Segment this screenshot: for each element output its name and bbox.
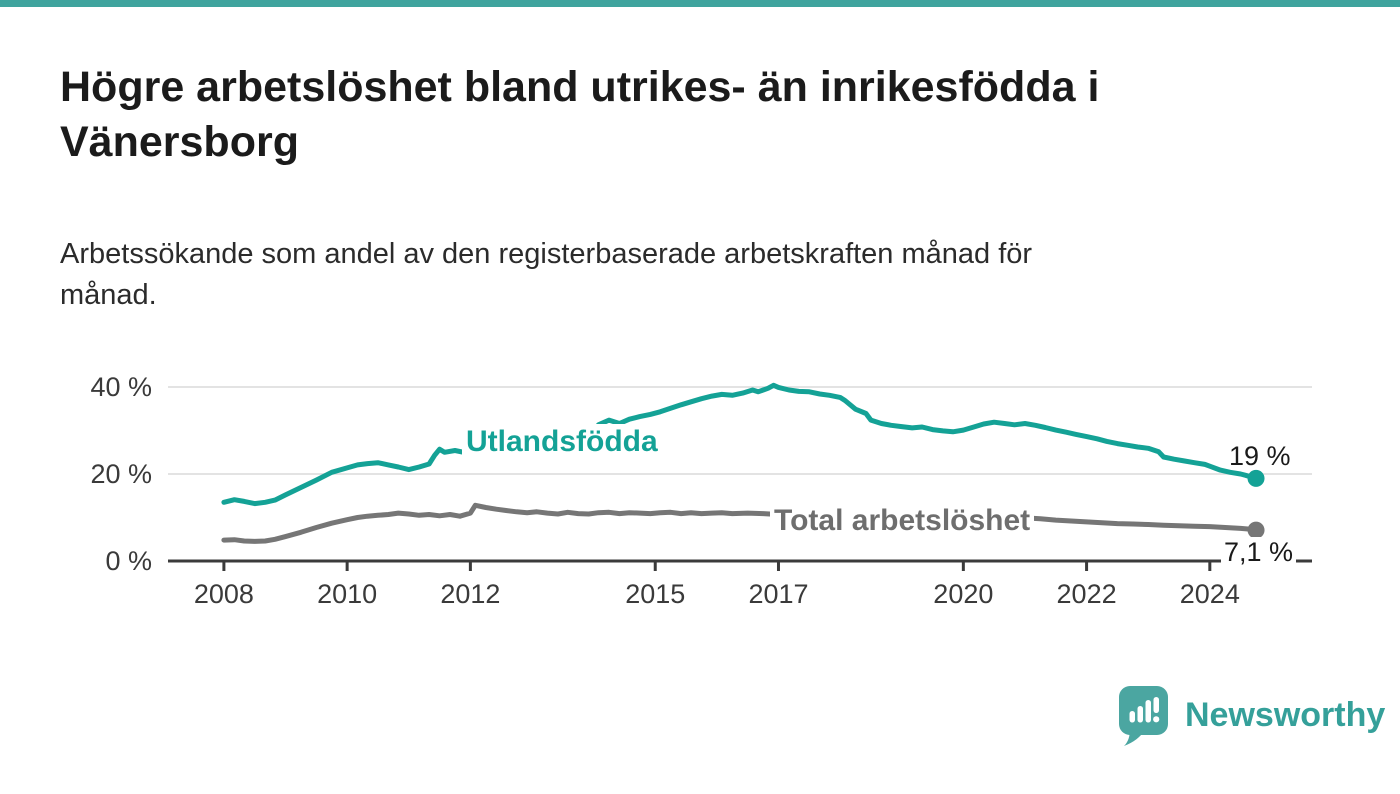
page-title: Högre arbetslöshet bland utrikes- än inr…: [60, 60, 1360, 170]
page-subtitle-line2: månad.: [60, 279, 157, 311]
y-axis-tick-label: 0 %: [105, 546, 152, 576]
page-subtitle: Arbetssökande som andel av den registerb…: [60, 234, 1360, 316]
series-label-total-arbetsloshet: Total arbetslöshet: [770, 503, 1035, 539]
top-accent-bar: [0, 0, 1400, 7]
x-axis-tick-label: 2010: [317, 579, 377, 609]
end-value-label-utlandsfodda: 19 %: [1229, 441, 1291, 471]
page-title-line2: Vänersborg: [60, 118, 299, 166]
series-end-dot-1: [1247, 521, 1265, 539]
series-end-dot-0: [1247, 469, 1265, 487]
end-value-label-total: 7,1 %: [1221, 537, 1297, 567]
bar-chart-glyph: [1129, 697, 1160, 723]
newsworthy-logo-icon: [1119, 686, 1168, 746]
y-axis-tick-label: 20 %: [90, 459, 152, 489]
x-axis-tick-label: 2024: [1180, 579, 1240, 609]
x-axis-tick-label: 2022: [1057, 579, 1117, 609]
x-axis-tick-label: 2015: [625, 579, 685, 609]
series-line-1: [221, 502, 1259, 544]
page-title-line1: Högre arbetslöshet bland utrikes- än inr…: [60, 63, 1100, 111]
newsworthy-logo-text: Newsworthy: [1185, 696, 1386, 734]
series-line-0: [221, 382, 1259, 507]
y-axis-tick-label: 40 %: [90, 372, 152, 402]
x-axis-tick-label: 2017: [748, 579, 808, 609]
series-label-utlandsfodda: Utlandsfödda: [462, 424, 662, 460]
newsworthy-logo: Newsworthy: [1117, 686, 1386, 746]
x-axis-tick-label: 2008: [194, 579, 254, 609]
page-subtitle-line1: Arbetssökande som andel av den registerb…: [60, 238, 1033, 270]
x-axis-tick-label: 2012: [440, 579, 500, 609]
x-axis-tick-label: 2020: [933, 579, 993, 609]
